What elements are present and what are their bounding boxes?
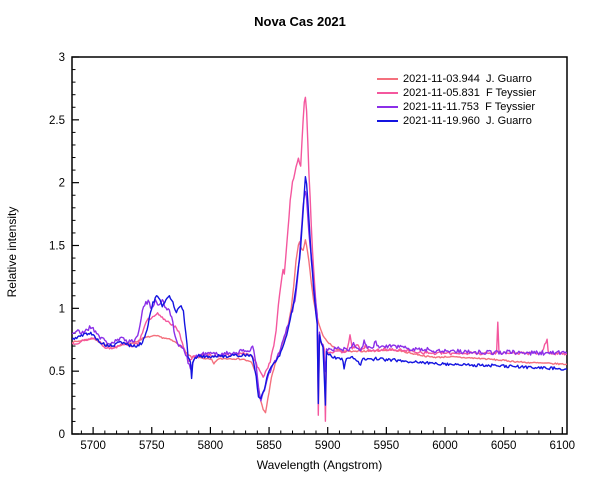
x-tick-label: 5750	[139, 440, 165, 452]
legend: 2021-11-03.944 J. Guarro 2021-11-05.831 …	[377, 72, 536, 128]
x-axis-label: Wavelength (Angstrom)	[256, 458, 383, 472]
chart-title: Nova Cas 2021	[254, 14, 346, 29]
series-line-2	[72, 190, 567, 402]
legend-item: 2021-11-05.831 F Teyssier	[377, 86, 536, 100]
series-line-0	[72, 239, 567, 414]
series-line-3	[72, 175, 567, 406]
y-tick-label: 2.5	[49, 115, 65, 127]
y-tick-label: 1	[59, 303, 65, 315]
legend-line-swatch	[377, 78, 398, 80]
x-tick-label: 5700	[80, 440, 106, 452]
legend-item: 2021-11-19.960 J. Guarro	[377, 114, 536, 128]
x-tick-label: 5800	[198, 440, 224, 452]
legend-line-swatch	[377, 120, 398, 122]
x-tick-label: 5950	[374, 440, 400, 452]
x-tick-label: 6100	[550, 440, 576, 452]
legend-line-swatch	[377, 106, 398, 108]
legend-item: 2021-11-03.944 J. Guarro	[377, 72, 536, 86]
legend-label: 2021-11-03.944 J. Guarro	[403, 73, 532, 85]
y-tick-label: 2	[59, 178, 65, 190]
y-tick-label: 0	[59, 429, 65, 441]
plot-border	[71, 56, 568, 435]
legend-label: 2021-11-11.753 F Teyssier	[403, 101, 536, 113]
x-tick-label: 5900	[315, 440, 341, 452]
y-tick-label: 3	[59, 52, 65, 64]
x-tick-label: 6050	[491, 440, 517, 452]
x-tick-label: 6000	[432, 440, 458, 452]
y-tick-label: 1.5	[49, 241, 65, 253]
legend-label: 2021-11-19.960 J. Guarro	[403, 115, 532, 127]
legend-item: 2021-11-11.753 F Teyssier	[377, 100, 536, 114]
y-tick-label: 0.5	[49, 366, 65, 378]
legend-label: 2021-11-05.831 F Teyssier	[403, 87, 536, 99]
legend-line-swatch	[377, 92, 398, 94]
x-tick-label: 5850	[256, 440, 282, 452]
